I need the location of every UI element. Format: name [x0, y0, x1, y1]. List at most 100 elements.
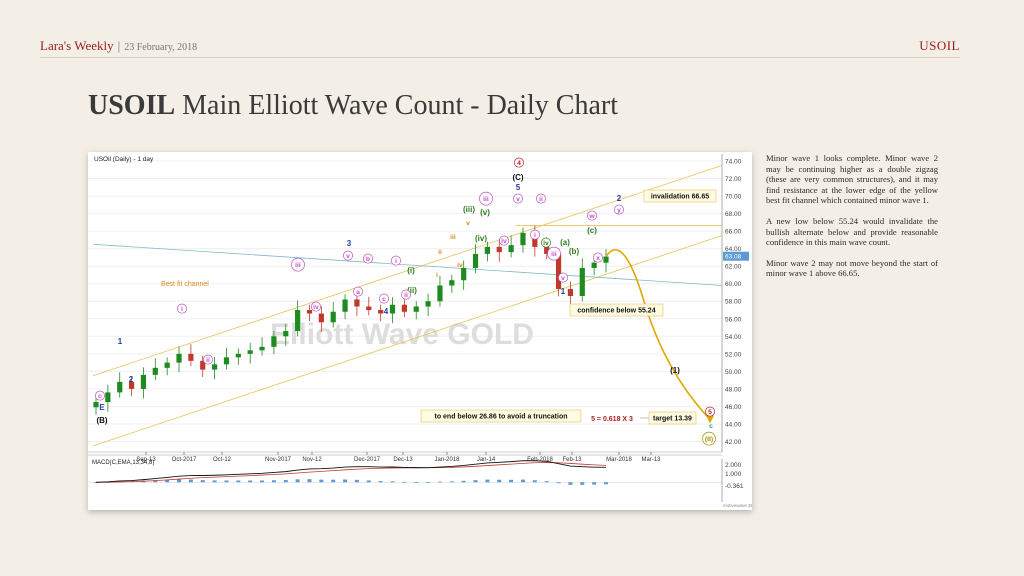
wave-label: 2 [617, 194, 622, 203]
wave-label-circle [514, 157, 524, 168]
wave-label-circle [536, 193, 546, 204]
wave-label: E [99, 403, 105, 412]
wave-label: y [617, 207, 621, 214]
macd-histogram-bar [188, 479, 193, 483]
wave-label-circle [379, 293, 389, 304]
projection-path [605, 249, 711, 421]
candle [93, 402, 99, 408]
macd-histogram-bar [177, 479, 182, 483]
target-label: target 13.39 [653, 416, 692, 423]
macd-histogram-bar [520, 479, 525, 483]
wave-label-circle [203, 354, 213, 365]
macd-histogram-bar [366, 480, 371, 483]
channel-lower-line [92, 235, 723, 447]
macd-histogram-bar [212, 480, 217, 483]
wave-label: (c) [587, 226, 597, 235]
brand-name: Lara's Weekly [40, 38, 114, 53]
candle [496, 246, 502, 253]
macd-tick-label: -0.361 [725, 483, 744, 490]
wave-label: 5 [708, 409, 712, 416]
x-tick-label: Jan-2018 [434, 457, 460, 463]
candle [449, 280, 455, 286]
macd-histogram-bar [580, 482, 585, 485]
wave-label: (ii) [407, 286, 417, 295]
candle [603, 256, 609, 263]
wave-label-circle [311, 301, 321, 312]
macd-histogram-bar [236, 480, 241, 483]
x-tick-label: Mar-13 [641, 457, 661, 463]
confidence-label: confidence below 55.24 [577, 308, 655, 315]
wave-label-circle [401, 289, 411, 300]
candle [591, 262, 597, 268]
y-tick-label: 42.00 [725, 439, 742, 446]
candle [555, 253, 562, 289]
macd-histogram-bar [153, 480, 158, 483]
candle [354, 299, 360, 307]
wave-label: i [436, 272, 438, 279]
y-tick-label: 68.00 [725, 211, 742, 218]
wave-label-circle [547, 246, 561, 261]
wave-label: iii [551, 251, 557, 258]
chart-title: USOil (Daily) - 1 day [94, 156, 154, 163]
wave-label: v [346, 253, 350, 260]
wave-label-circle [479, 191, 493, 206]
header-date: 23 February, 2018 [124, 42, 198, 53]
macd-histogram-bar [94, 482, 98, 484]
y-tick-label: 54.00 [725, 334, 742, 341]
candle [544, 246, 550, 254]
y-tick-label: 62.00 [725, 264, 742, 271]
macd-histogram-bar [354, 479, 359, 483]
macd-histogram-bar [592, 482, 597, 485]
brand: Lara's Weekly | 23 February, 2018 [40, 38, 197, 54]
wave-label: v [516, 196, 520, 203]
x-tick-label: Oct-2017 [172, 457, 197, 463]
candle [401, 304, 407, 312]
chart-panel: 74.00 72.00 70.00 68.00 66.00 64.00 62.00 60.00… [88, 152, 752, 510]
wave-label: 4 [384, 307, 389, 316]
candle [117, 381, 123, 393]
wave-label-circle [541, 237, 551, 248]
macd-histogram-bar [414, 482, 419, 483]
candle [437, 285, 443, 302]
y-tick-label: 58.00 [725, 299, 742, 306]
macd-histogram-bar [449, 481, 454, 483]
y-tick-label: 66.00 [725, 229, 742, 236]
macd-label: MACD(C,EMA,13,34,8) [92, 460, 154, 466]
candle [318, 313, 324, 323]
y-tick-label: 48.00 [725, 386, 742, 393]
macd-line [95, 460, 607, 483]
confidence-label-box [569, 303, 664, 317]
candle [271, 336, 277, 347]
y-tick-label: 44.00 [725, 421, 742, 428]
wave-label: (B) [96, 416, 107, 425]
slide-title: USOIL Main Elliott Wave Count - Daily Ch… [88, 90, 618, 122]
candle [128, 381, 135, 389]
macd-histogram-bar [224, 480, 229, 483]
wave-label: iii [483, 196, 489, 203]
title-text: Main Elliott Wave Count - Daily Chart [182, 90, 618, 121]
price-chart: 74.00 72.00 70.00 68.00 66.00 64.00 62.00 60.00… [88, 154, 752, 508]
wave-label: (iv) [475, 234, 487, 243]
candle [425, 301, 431, 307]
macd-histogram-bar [248, 480, 253, 483]
x-tick-label: Jan-14 [477, 457, 496, 463]
x-tick-label: Sep-13 [136, 457, 156, 463]
wave-label: 4 [517, 160, 521, 167]
candle [532, 232, 538, 247]
macd-histogram-bar [437, 481, 442, 483]
macd-histogram-bar [604, 482, 608, 485]
wave-label-circle [513, 193, 523, 204]
candle [567, 288, 574, 296]
candle [579, 267, 585, 296]
wave-label: (v) [480, 208, 490, 217]
header-separator: | [117, 38, 121, 53]
candle [247, 350, 253, 354]
header-ticker: USOIL [919, 38, 960, 53]
wave-label: (C) [512, 173, 523, 182]
price-tag-value: 63.08 [725, 254, 742, 261]
macd-histogram-bar [509, 479, 514, 483]
wave-label: (II) [705, 436, 713, 443]
macd-histogram-bar [271, 480, 276, 483]
wave-label-circle [391, 255, 401, 266]
wave-label-circle [705, 406, 715, 417]
